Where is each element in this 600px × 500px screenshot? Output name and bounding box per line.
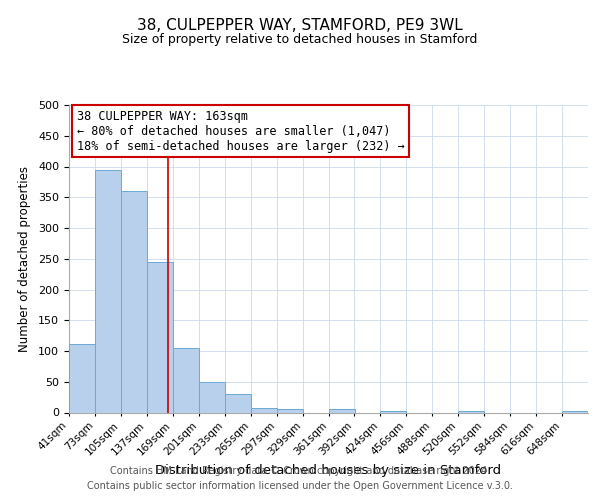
Text: 38, CULPEPPER WAY, STAMFORD, PE9 3WL: 38, CULPEPPER WAY, STAMFORD, PE9 3WL [137,18,463,32]
Text: Contains public sector information licensed under the Open Government Licence v.: Contains public sector information licen… [87,481,513,491]
Bar [199,382,225,412]
Y-axis label: Number of detached properties: Number of detached properties [18,166,31,352]
Text: Contains HM Land Registry data © Crown copyright and database right 2024.: Contains HM Land Registry data © Crown c… [110,466,490,476]
Bar [277,409,303,412]
Bar [329,410,355,412]
Text: Size of property relative to detached houses in Stamford: Size of property relative to detached ho… [122,32,478,46]
Bar [147,262,173,412]
Text: 38 CULPEPPER WAY: 163sqm
← 80% of detached houses are smaller (1,047)
18% of sem: 38 CULPEPPER WAY: 163sqm ← 80% of detach… [77,110,404,152]
Bar [69,344,95,412]
X-axis label: Distribution of detached houses by size in Stamford: Distribution of detached houses by size … [155,464,502,477]
Bar [121,191,147,412]
Bar [251,408,277,412]
Bar [225,394,251,412]
Bar [173,348,199,412]
Bar [95,170,121,412]
